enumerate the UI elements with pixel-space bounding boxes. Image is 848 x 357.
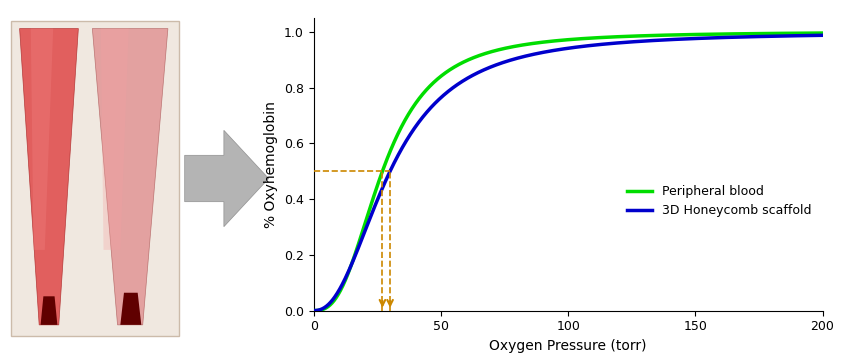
3D Honeycomb scaffold (706, 36, 716, 40)
Polygon shape (92, 29, 168, 325)
FancyBboxPatch shape (11, 21, 179, 336)
3D Honeycomb scaffold (533, 51, 543, 56)
Polygon shape (41, 296, 58, 325)
Line: Peripheral blood: Peripheral blood (314, 33, 823, 311)
3D Honeycomb scaffold (309, 308, 319, 313)
Y-axis label: % Oxyhemoglobin: % Oxyhemoglobin (265, 101, 278, 228)
Polygon shape (31, 29, 53, 250)
Peripheral blood (533, 41, 543, 45)
Polygon shape (120, 293, 142, 325)
Peripheral blood (817, 31, 828, 35)
3D Honeycomb scaffold (360, 227, 371, 231)
Peripheral blood (658, 33, 668, 37)
Polygon shape (20, 29, 78, 325)
Legend: Peripheral blood, 3D Honeycomb scaffold: Peripheral blood, 3D Honeycomb scaffold (622, 180, 817, 222)
3D Honeycomb scaffold (658, 38, 668, 42)
Polygon shape (185, 130, 269, 227)
3D Honeycomb scaffold (715, 35, 725, 40)
3D Honeycomb scaffold (515, 55, 525, 60)
Polygon shape (101, 29, 129, 250)
Peripheral blood (515, 43, 525, 47)
Peripheral blood (360, 219, 371, 223)
3D Honeycomb scaffold (817, 33, 828, 37)
Line: 3D Honeycomb scaffold: 3D Honeycomb scaffold (314, 35, 823, 311)
Peripheral blood (715, 32, 725, 36)
Peripheral blood (309, 308, 319, 313)
Peripheral blood (706, 32, 716, 36)
X-axis label: Oxygen Pressure (torr): Oxygen Pressure (torr) (489, 339, 647, 353)
